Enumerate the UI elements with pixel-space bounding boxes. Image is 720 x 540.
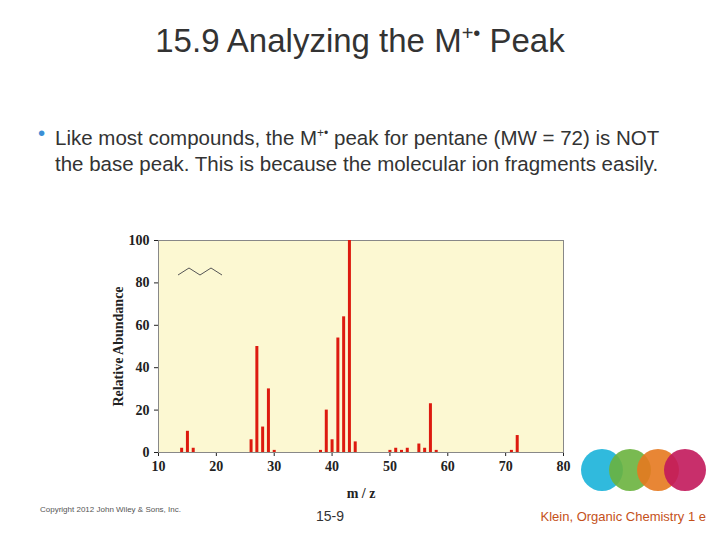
- svg-text:m / z: m / z: [347, 486, 376, 501]
- svg-text:40: 40: [325, 459, 339, 474]
- svg-text:20: 20: [209, 459, 223, 474]
- svg-text:10: 10: [152, 459, 166, 474]
- html-text:15.9 Analyzing the M+•Peak: 15.9 Analyzing the M+•Peak: [155, 22, 565, 59]
- svg-text:0: 0: [143, 445, 150, 460]
- svg-text:20: 20: [136, 403, 150, 418]
- html-text:Like most compounds, the M+•pe: Like most compounds, the M+•peak for pen…: [55, 125, 659, 175]
- svg-text:40: 40: [136, 360, 150, 375]
- svg-text:80: 80: [557, 459, 571, 474]
- html-text:Klein, Organic Chemistry 1 e: Klein, Organic Chemistry 1 e: [540, 509, 706, 524]
- svg-text:80: 80: [136, 275, 150, 290]
- svg-text:100: 100: [129, 233, 150, 248]
- svg-text:60: 60: [136, 318, 150, 333]
- svg-text:Relative Abundance: Relative Abundance: [111, 286, 126, 406]
- svg-text:50: 50: [383, 459, 397, 474]
- svg-text:70: 70: [499, 459, 513, 474]
- html-text:15-9: 15-9: [316, 508, 344, 524]
- svg-text:30: 30: [267, 459, 281, 474]
- svg-text:60: 60: [441, 459, 455, 474]
- html-text:Copyright 2012 John Wiley & So: Copyright 2012 John Wiley & Sons, Inc.: [40, 505, 181, 514]
